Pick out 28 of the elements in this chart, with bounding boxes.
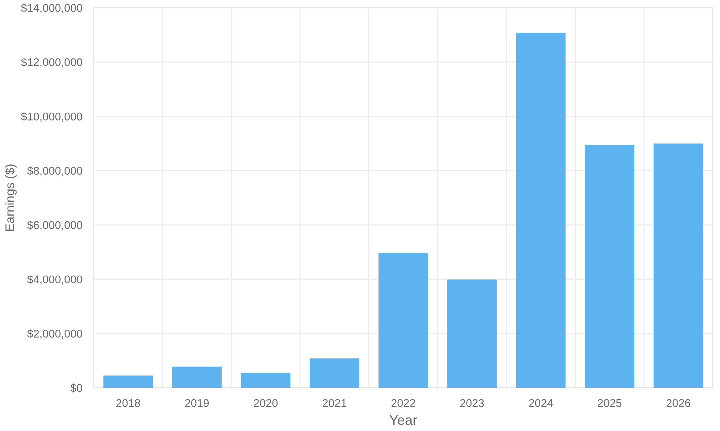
bar: [654, 144, 704, 388]
bar: [378, 253, 428, 388]
y-tick-label: $0: [70, 384, 82, 393]
y-tick-label: $10,000,000: [21, 112, 82, 122]
y-axis-title: Earnings ($): [5, 164, 17, 232]
x-tick-label: 2026: [666, 399, 690, 408]
bar: [104, 376, 154, 388]
x-tick-label: 2023: [460, 399, 484, 408]
bar: [585, 145, 635, 388]
bar: [241, 373, 291, 388]
x-tick-label: 2022: [392, 399, 416, 408]
y-tick-label: $12,000,000: [21, 58, 82, 68]
y-tick-label: $4,000,000: [27, 275, 82, 285]
x-axis-title: Year: [390, 416, 418, 426]
y-tick-label: $14,000,000: [21, 4, 82, 14]
bar: [516, 32, 566, 388]
bar: [310, 358, 360, 388]
y-tick-label: $6,000,000: [27, 220, 82, 231]
x-tick-label: 2021: [322, 399, 347, 408]
y-tick-label: $8,000,000: [27, 166, 82, 176]
x-tick-label: 2018: [116, 399, 140, 408]
x-tick-label: 2019: [185, 399, 209, 408]
x-tick-label: 2024: [529, 399, 554, 408]
bar: [448, 280, 498, 388]
x-tick-label: 2025: [598, 399, 622, 408]
y-tick-label: $2,000,000: [27, 330, 82, 340]
bar: [172, 366, 222, 388]
x-tick-label: 2020: [254, 399, 278, 408]
